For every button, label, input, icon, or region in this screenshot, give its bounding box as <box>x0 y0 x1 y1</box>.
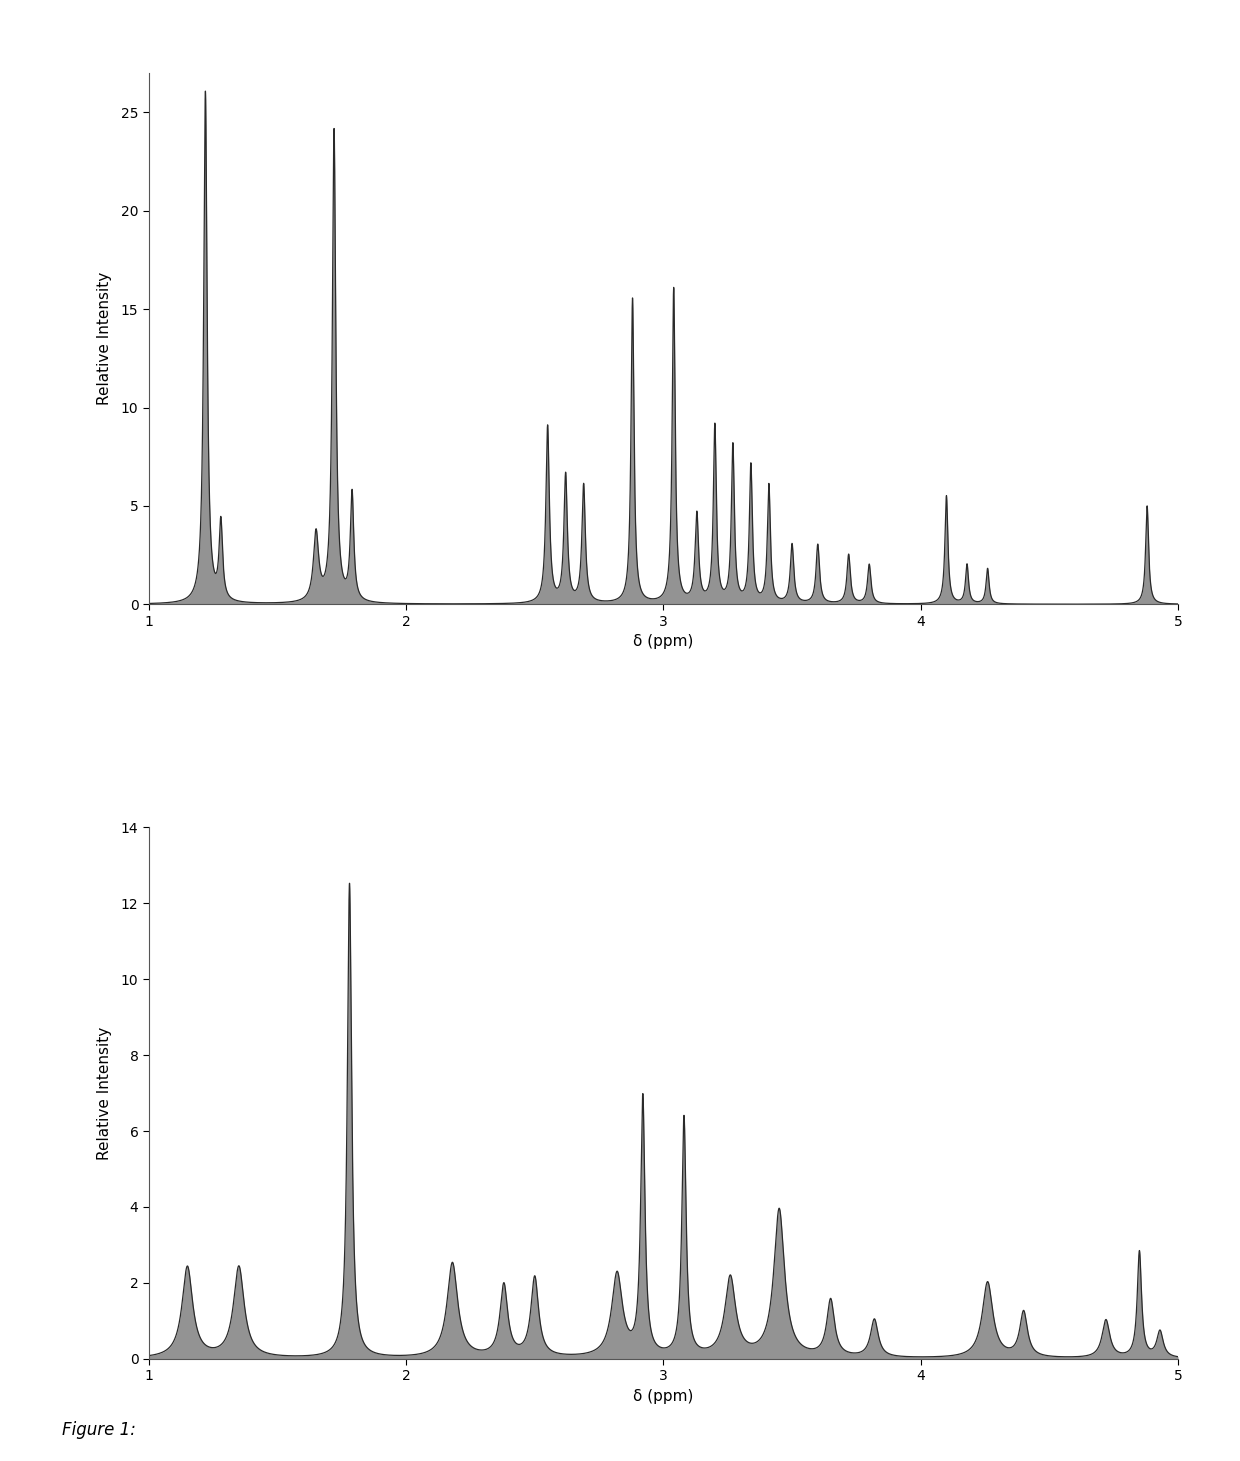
Y-axis label: Relative Intensity: Relative Intensity <box>98 272 113 405</box>
X-axis label: δ (ppm): δ (ppm) <box>634 634 693 649</box>
Text: Figure 1:: Figure 1: <box>62 1422 136 1439</box>
X-axis label: δ (ppm): δ (ppm) <box>634 1389 693 1404</box>
Y-axis label: Relative Intensity: Relative Intensity <box>98 1027 113 1160</box>
